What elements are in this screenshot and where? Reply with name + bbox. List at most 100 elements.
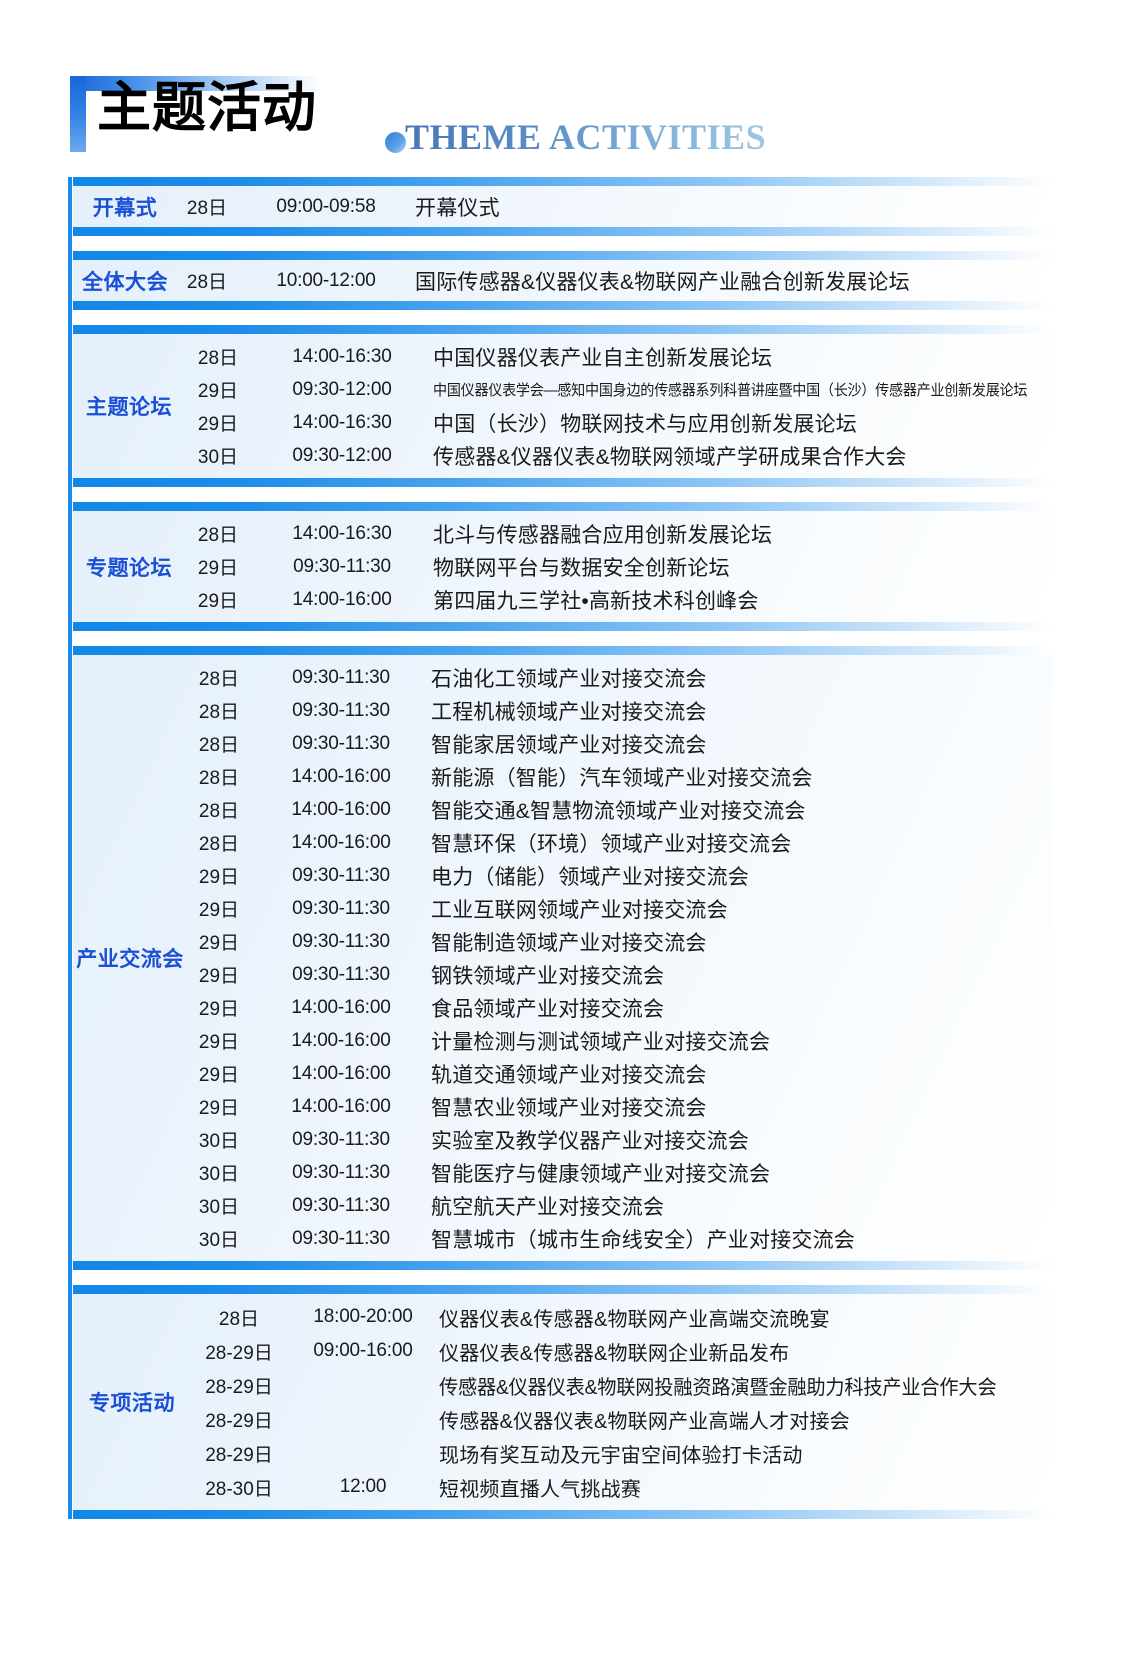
section-panel: 全体大会 28日 10:00-12:00 国际传感器&仪器仪表&物联网产业融合创新发展… (73, 260, 1053, 301)
row-day: 29日 (197, 558, 239, 579)
row-event-title: 传感器&仪器仪表&物联网领域产学研成果合作大会 (433, 445, 907, 469)
row-time: 09:30-11:30 (292, 699, 390, 721)
row-day: 29日 (198, 966, 240, 987)
row-time: 14:00-16:30 (292, 522, 392, 544)
schedule-row[interactable]: 28-29日 现场有奖互动及元宇宙空间体验打卡活动 (191, 1436, 1053, 1470)
schedule-row[interactable]: 29日 14:00-16:00 第四届九三学社•高新技术科创峰会 (185, 583, 1053, 616)
section-row-list: 28日 14:00-16:30 中国仪器仪表产业自主创新发展论坛 29日 09:30-1… (185, 334, 1053, 478)
schedule-row[interactable]: 28日 18:00-20:00 仪器仪表&传感器&物联网产业高端交流晚宴 (191, 1300, 1053, 1334)
schedule-row[interactable]: 29日 09:30-11:30 钢铁领域产业对接交流会 (187, 958, 1053, 991)
row-event-title: 现场有奖互动及元宇宙空间体验打卡活动 (439, 1444, 803, 1467)
section-divider-bottom (73, 227, 1053, 236)
row-event-title: 航空航天产业对接交流会 (431, 1195, 665, 1219)
row-day: 29日 (198, 1098, 240, 1119)
section-category-label: 专题论坛 (86, 556, 172, 580)
row-day: 28日 (186, 272, 228, 293)
row-time: 09:30-11:30 (292, 732, 390, 754)
schedule-section: 专项活动 28日 18:00-20:00 仪器仪表&传感器&物联网产业高端交流晚宴 28… (68, 1285, 1053, 1519)
schedule-row[interactable]: 28日 09:30-11:30 智能家居领域产业对接交流会 (187, 727, 1053, 760)
row-day: 28日 (198, 768, 240, 789)
row-time: 09:30-11:30 (293, 555, 391, 577)
section-divider-top (73, 177, 1053, 186)
row-time: 14:00-16:00 (292, 588, 392, 610)
row-time: 09:00-16:00 (313, 1340, 413, 1361)
row-time: 14:00-16:00 (291, 1029, 391, 1051)
row-day: 29日 (198, 867, 240, 888)
row-event-title: 第四届九三学社•高新技术科创峰会 (433, 589, 759, 613)
section-panel: 专项活动 28日 18:00-20:00 仪器仪表&传感器&物联网产业高端交流晚宴 28… (73, 1294, 1053, 1510)
row-day: 28-29日 (205, 1444, 273, 1466)
schedule-row[interactable]: 29日 09:30-12:00 中国仪器仪表学会—感知中国身边的传感器系列科普讲座暨… (185, 373, 1053, 406)
schedule-row[interactable]: 29日 14:00-16:00 智慧农业领域产业对接交流会 (187, 1090, 1053, 1123)
row-event-title: 仪器仪表&传感器&物联网产业高端交流晚宴 (439, 1308, 830, 1331)
row-day: 28日 (197, 525, 239, 546)
schedule-row[interactable]: 30日 09:30-11:30 智慧城市（城市生命线安全）产业对接交流会 (187, 1222, 1053, 1255)
row-day: 28-29日 (205, 1342, 273, 1364)
schedule-row[interactable]: 29日 14:00-16:00 轨道交通领域产业对接交流会 (187, 1057, 1053, 1090)
schedule-row[interactable]: 28日 14:00-16:00 智慧环保（环境）领域产业对接交流会 (187, 826, 1053, 859)
section-category-label: 主题论坛 (86, 396, 172, 419)
schedule-row[interactable]: 28-29日 09:00-16:00 仪器仪表&传感器&物联网企业新品发布 (191, 1334, 1053, 1368)
schedule-row[interactable]: 28日 10:00-12:00 国际传感器&仪器仪表&物联网产业融合创新发展论坛 (177, 260, 1053, 301)
row-time: 14:00-16:30 (292, 345, 392, 367)
schedule-row[interactable]: 28-29日 传感器&仪器仪表&物联网产业高端人才对接会 (191, 1402, 1053, 1436)
schedule-row[interactable]: 30日 09:30-12:00 传感器&仪器仪表&物联网领域产学研成果合作大会 (185, 439, 1053, 472)
row-day: 29日 (197, 591, 239, 612)
schedule-row[interactable]: 28日 14:00-16:30 中国仪器仪表产业自主创新发展论坛 (185, 340, 1053, 373)
row-event-title: 智能交通&智慧物流领域产业对接交流会 (431, 799, 806, 823)
schedule-row[interactable]: 29日 09:30-11:30 智能制造领域产业对接交流会 (187, 925, 1053, 958)
schedule-row[interactable]: 28-29日 传感器&仪器仪表&物联网投融资路演暨金融助力科技产业合作大会 (191, 1368, 1053, 1402)
section-category-label: 产业交流会 (76, 948, 184, 971)
schedule-row[interactable]: 29日 09:30-11:30 物联网平台与数据安全创新论坛 (185, 550, 1053, 583)
row-day: 28日 (198, 834, 240, 855)
schedule-row[interactable]: 29日 09:30-11:30 电力（储能）领域产业对接交流会 (187, 859, 1053, 892)
schedule-row[interactable]: 29日 14:00-16:00 食品领域产业对接交流会 (187, 991, 1053, 1024)
row-event-title: 钢铁领域产业对接交流会 (431, 964, 665, 988)
row-time: 09:30-11:30 (292, 963, 390, 985)
section-category-label: 开幕式 (92, 196, 158, 220)
schedule-row[interactable]: 30日 09:30-11:30 实验室及教学仪器产业对接交流会 (187, 1123, 1053, 1156)
section-panel: 产业交流会 28日 09:30-11:30 石油化工领域产业对接交流会 28日 09:30… (73, 655, 1053, 1261)
row-event-title: 智慧农业领域产业对接交流会 (431, 1096, 707, 1120)
schedule-row[interactable]: 29日 09:30-11:30 工业互联网领域产业对接交流会 (187, 892, 1053, 925)
schedule-section: 开幕式 28日 09:00-09:58 开幕仪式 (68, 177, 1053, 236)
row-event-title: 智能制造领域产业对接交流会 (431, 931, 707, 955)
schedule-row[interactable]: 28日 09:30-11:30 石油化工领域产业对接交流会 (187, 661, 1053, 694)
schedule-row[interactable]: 28日 14:00-16:30 北斗与传感器融合应用创新发展论坛 (185, 517, 1053, 550)
schedule-row[interactable]: 28日 14:00-16:00 智能交通&智慧物流领域产业对接交流会 (187, 793, 1053, 826)
row-day: 30日 (198, 1131, 240, 1152)
row-time: 09:30-11:30 (292, 864, 390, 886)
schedule-row[interactable]: 28日 09:30-11:30 工程机械领域产业对接交流会 (187, 694, 1053, 727)
section-divider-top (73, 251, 1053, 260)
schedule-row[interactable]: 28日 09:00-09:58 开幕仪式 (177, 186, 1053, 227)
schedule-row[interactable]: 29日 14:00-16:30 中国（长沙）物联网技术与应用创新发展论坛 (185, 406, 1053, 439)
row-day: 28日 (198, 669, 240, 690)
row-time: 14:00-16:00 (291, 798, 391, 820)
section-divider-top (73, 1285, 1053, 1294)
schedule-row[interactable]: 28-30日 12:00 短视频直播人气挑战赛 (191, 1470, 1053, 1504)
row-event-title: 物联网平台与数据安全创新论坛 (433, 556, 730, 580)
schedule-row[interactable]: 30日 09:30-11:30 智能医疗与健康领域产业对接交流会 (187, 1156, 1053, 1189)
row-day: 28-30日 (205, 1478, 273, 1500)
row-time: 09:30-11:30 (292, 1161, 390, 1183)
schedule-row[interactable]: 29日 14:00-16:00 计量检测与测试领域产业对接交流会 (187, 1024, 1053, 1057)
row-event-title: 北斗与传感器融合应用创新发展论坛 (433, 523, 773, 547)
schedule-row[interactable]: 28日 14:00-16:00 新能源（智能）汽车领域产业对接交流会 (187, 760, 1053, 793)
section-divider-top (73, 325, 1053, 334)
row-event-title: 仪器仪表&传感器&物联网企业新品发布 (439, 1342, 790, 1365)
schedule-row[interactable]: 30日 09:30-11:30 航空航天产业对接交流会 (187, 1189, 1053, 1222)
row-day: 28-29日 (205, 1376, 273, 1398)
row-day: 28日 (186, 198, 228, 219)
section-row-list: 28日 09:30-11:30 石油化工领域产业对接交流会 28日 09:30-11:3… (187, 655, 1053, 1261)
row-time: 14:00-16:00 (291, 996, 391, 1018)
row-time: 09:30-11:30 (292, 666, 390, 688)
row-event-title: 中国仪器仪表学会—感知中国身边的传感器系列科普讲座暨中国（长沙）传感器产业创新发… (433, 382, 1028, 399)
section-panel: 开幕式 28日 09:00-09:58 开幕仪式 (73, 186, 1053, 227)
bracket-top-bar (70, 76, 322, 91)
row-event-title: 石油化工领域产业对接交流会 (431, 667, 707, 691)
section-divider-bottom (73, 478, 1053, 487)
schedule-section: 全体大会 28日 10:00-12:00 国际传感器&仪器仪表&物联网产业融合创新发展… (68, 251, 1053, 310)
row-day: 29日 (198, 1065, 240, 1086)
row-event-title: 电力（储能）领域产业对接交流会 (431, 865, 749, 889)
row-time: 09:00-09:58 (276, 195, 376, 217)
